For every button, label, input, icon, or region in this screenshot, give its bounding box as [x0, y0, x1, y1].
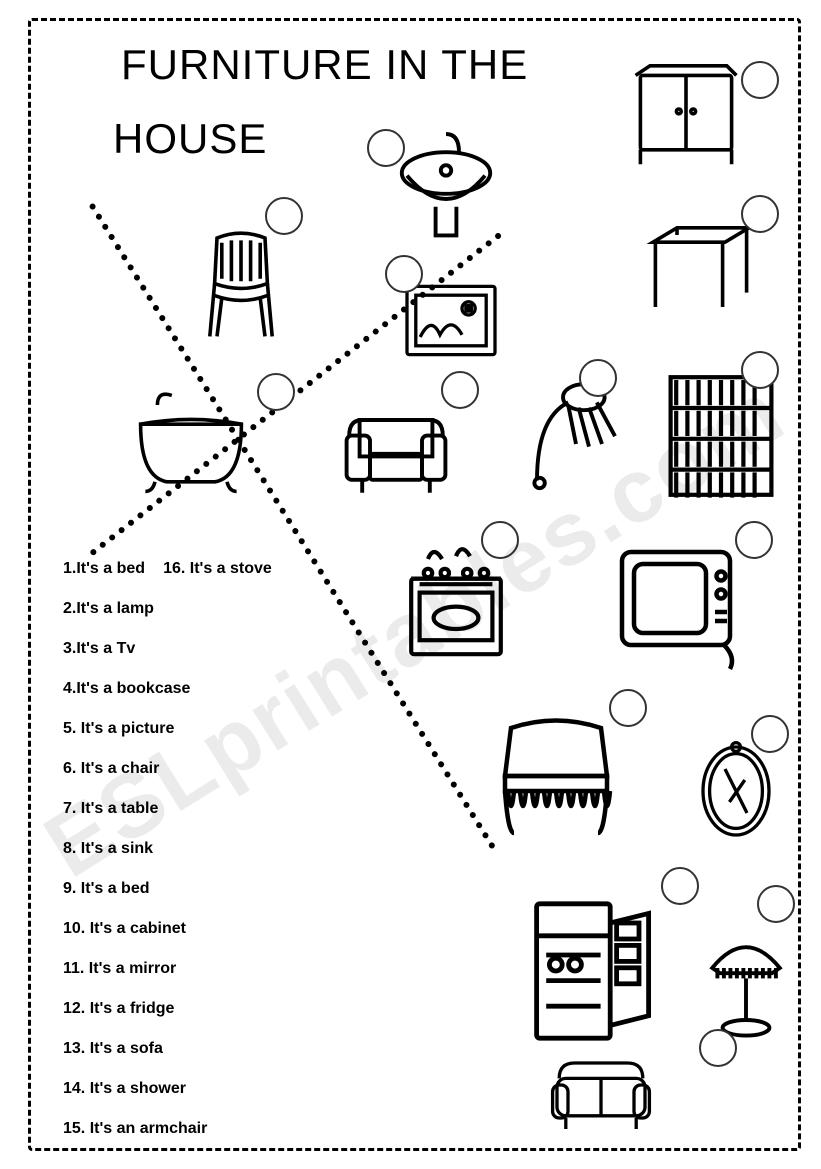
- answer-circle[interactable]: [385, 255, 423, 293]
- sentence-row: 7. It's a table: [63, 801, 272, 817]
- sentence-row: 9. It's a bed: [63, 881, 272, 897]
- answer-circle[interactable]: [751, 715, 789, 753]
- bathtub-icon: [101, 381, 281, 501]
- furniture-bathtub: [101, 381, 281, 501]
- sentence-row: 11. It's a mirror: [63, 961, 272, 977]
- page-title-line2: HOUSE: [113, 115, 267, 163]
- sentence-row: 13. It's a sofa: [63, 1041, 272, 1057]
- sentence-row: 12. It's a fridge: [63, 1001, 272, 1017]
- furniture-shower: [511, 351, 641, 511]
- fridge-icon: [511, 881, 671, 1061]
- sentence-row: 2.It's a lamp: [63, 601, 272, 617]
- worksheet-frame: FURNITURE IN THE HOUSE 1.It's a bed16. I…: [28, 18, 801, 1151]
- sentence-row: 14. It's a shower: [63, 1081, 272, 1097]
- furniture-fridge: [511, 881, 671, 1061]
- lamp-icon: [681, 901, 811, 1061]
- sofa-icon: [481, 1041, 721, 1151]
- answer-circle[interactable]: [367, 129, 405, 167]
- answer-circle[interactable]: [741, 195, 779, 233]
- page-title-line1: FURNITURE IN THE: [121, 41, 528, 89]
- sentence-row: 15. It's an armchair: [63, 1121, 272, 1137]
- answer-circle[interactable]: [609, 689, 647, 727]
- sentence-row: 1.It's a bed16. It's a stove: [63, 561, 272, 577]
- sentence-row: 6. It's a chair: [63, 761, 272, 777]
- furniture-sofa: [481, 1041, 721, 1151]
- furniture-cabinet: [611, 61, 761, 181]
- answer-circle[interactable]: [757, 885, 795, 923]
- furniture-tv: [591, 531, 761, 681]
- sentence-row: 10. It's a cabinet: [63, 921, 272, 937]
- answer-circle[interactable]: [741, 61, 779, 99]
- answer-circle[interactable]: [699, 1029, 737, 1067]
- answer-circle[interactable]: [265, 197, 303, 235]
- shower-icon: [511, 351, 641, 511]
- answer-circle[interactable]: [735, 521, 773, 559]
- bed-icon: [471, 701, 641, 851]
- sentence-row: 4.It's a bookcase: [63, 681, 272, 697]
- tv-icon: [591, 531, 761, 681]
- answer-circle[interactable]: [661, 867, 699, 905]
- sentence-row: 16. It's a stove: [163, 561, 272, 577]
- sentence-row: 5. It's a picture: [63, 721, 272, 737]
- answer-circle[interactable]: [579, 359, 617, 397]
- furniture-bed: [471, 701, 641, 851]
- answer-circle[interactable]: [741, 351, 779, 389]
- cabinet-icon: [611, 61, 761, 181]
- answer-circle[interactable]: [481, 521, 519, 559]
- answer-circle[interactable]: [257, 373, 295, 411]
- answer-circle[interactable]: [441, 371, 479, 409]
- sentence-row: 8. It's a sink: [63, 841, 272, 857]
- sentence-row: 3.It's a Tv: [63, 641, 272, 657]
- sentence-list: 1.It's a bed16. It's a stove 2.It's a lam…: [63, 561, 272, 1161]
- furniture-lamp: [681, 901, 811, 1061]
